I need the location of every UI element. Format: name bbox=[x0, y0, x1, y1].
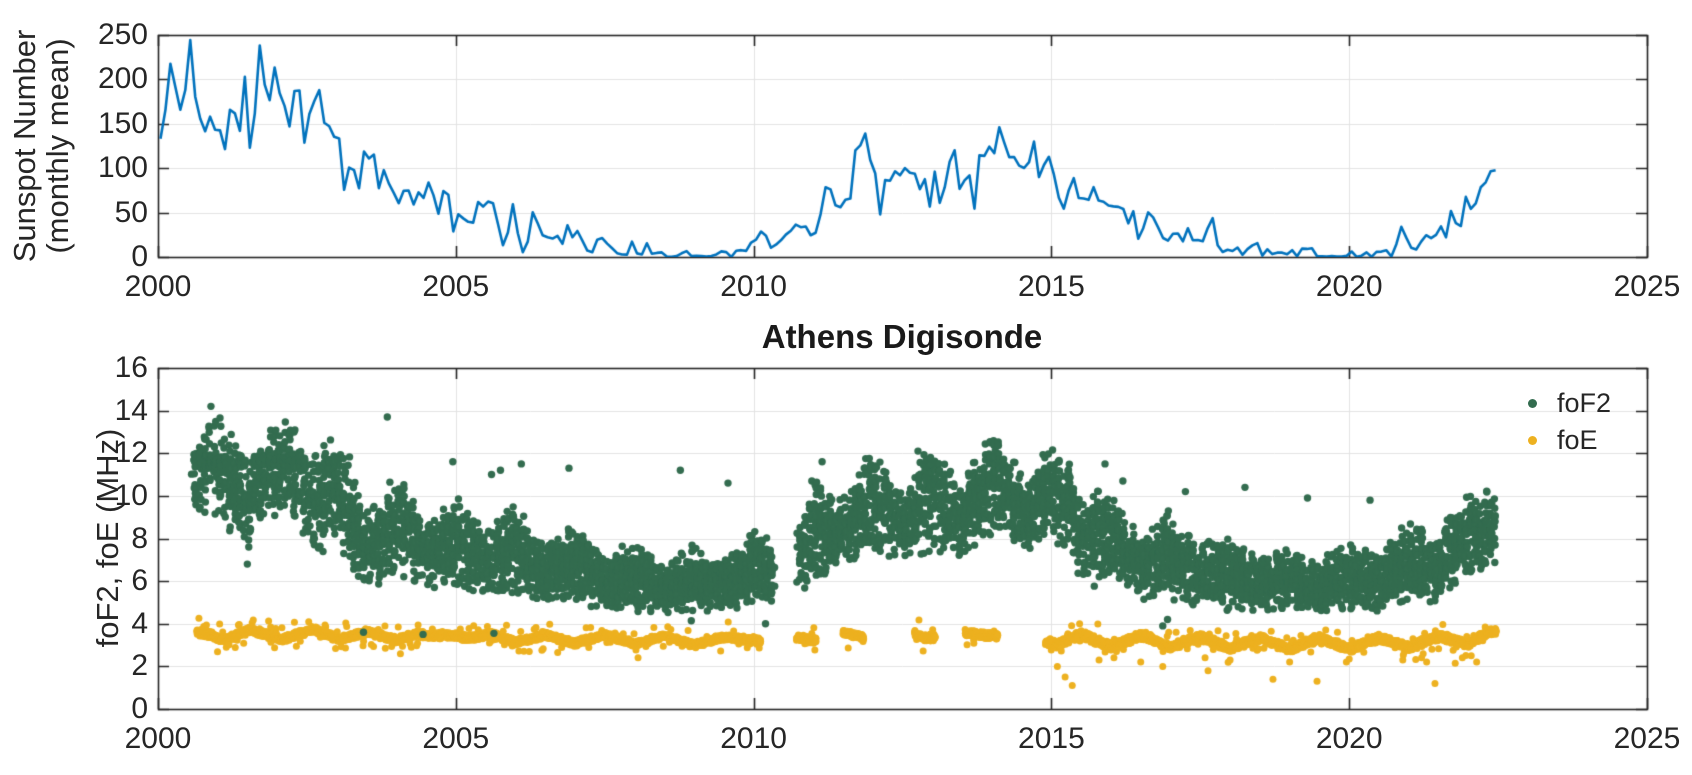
y-tick-label: 4 bbox=[131, 606, 148, 640]
legend-label-foE: foE bbox=[1557, 424, 1598, 455]
x-tick-label: 2000 bbox=[124, 270, 192, 303]
y-tick-label: 100 bbox=[97, 151, 148, 185]
y-tick-label: 16 bbox=[114, 351, 148, 384]
legend-item-foF2: foF2 bbox=[1528, 386, 1611, 420]
x-tick-label: 2025 bbox=[1613, 722, 1681, 755]
x-tick-label: 2025 bbox=[1613, 270, 1681, 303]
y-tick-label: 0 bbox=[131, 240, 148, 273]
y-tick-label: 250 bbox=[97, 18, 148, 51]
y-tick-label: 200 bbox=[97, 62, 148, 96]
bottom-panel-title: Athens Digisonde bbox=[761, 318, 1043, 355]
y-tick-label: 6 bbox=[131, 564, 148, 598]
y-tick-label: 8 bbox=[131, 521, 148, 555]
x-tick-label: 2000 bbox=[124, 722, 192, 755]
x-tick-label: 2020 bbox=[1315, 722, 1383, 755]
x-tick-label: 2020 bbox=[1315, 270, 1383, 303]
y-tick-label: 50 bbox=[114, 195, 148, 229]
x-tick-label: 2015 bbox=[1018, 270, 1085, 303]
y-tick-label: 2 bbox=[131, 649, 148, 683]
foE-legend-dot-icon bbox=[1528, 435, 1537, 445]
legend-label-foF2: foF2 bbox=[1557, 387, 1612, 418]
top-y-axis-label-line1: Sunspot Number bbox=[7, 29, 42, 263]
y-tick-label: 10 bbox=[114, 478, 148, 512]
y-tick-label: 12 bbox=[114, 436, 148, 470]
x-tick-label: 2005 bbox=[422, 270, 490, 303]
x-tick-label: 2005 bbox=[422, 722, 490, 755]
x-tick-label: 2010 bbox=[720, 270, 787, 303]
legend-item-foE: foE bbox=[1528, 423, 1598, 457]
x-tick-label: 2010 bbox=[720, 722, 787, 755]
y-tick-label: 150 bbox=[97, 106, 148, 140]
x-tick-label: 2015 bbox=[1018, 722, 1085, 755]
y-tick-label: 0 bbox=[131, 692, 148, 725]
foF2-legend-dot-icon bbox=[1528, 398, 1537, 408]
y-tick-label: 14 bbox=[114, 393, 148, 427]
